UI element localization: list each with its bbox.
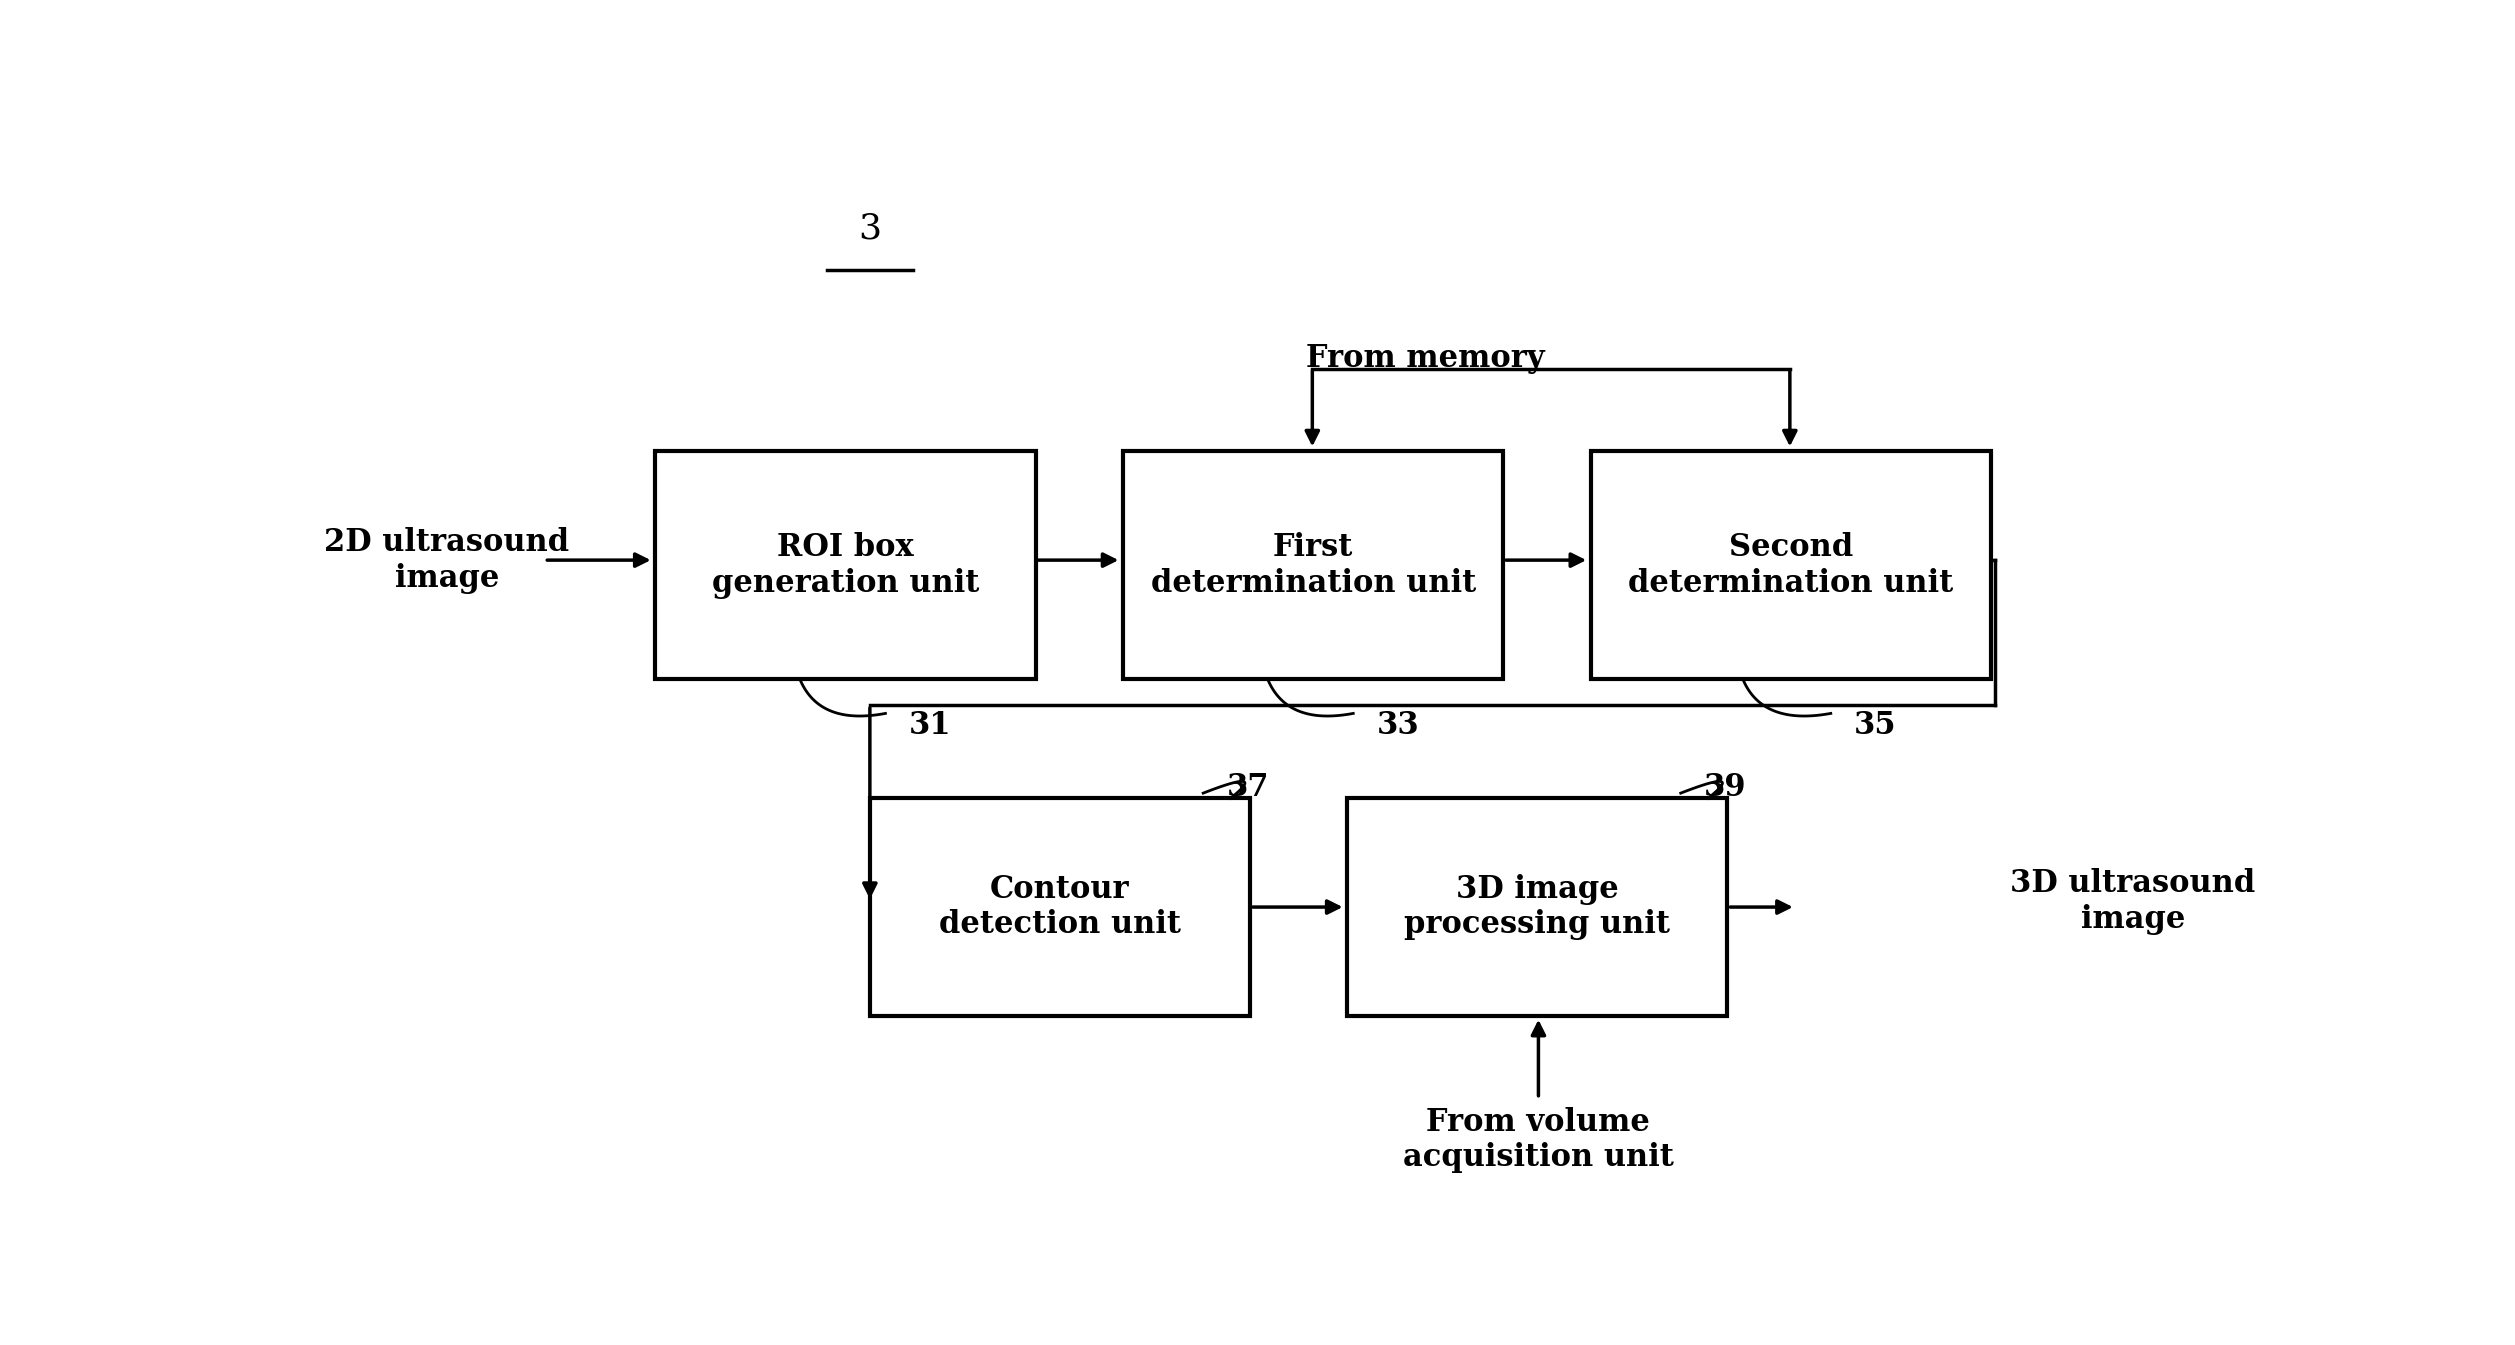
Text: 3D ultrasound
image: 3D ultrasound image — [2009, 869, 2256, 935]
Text: 2D ultrasound
image: 2D ultrasound image — [324, 527, 568, 593]
Text: 3: 3 — [858, 211, 880, 246]
Text: 35: 35 — [1854, 710, 1896, 741]
Text: First
determination unit: First determination unit — [1152, 531, 1476, 599]
Bar — [1348, 799, 1728, 1015]
Bar — [1124, 452, 1504, 679]
Text: 39: 39 — [1705, 772, 1745, 803]
Text: 31: 31 — [908, 710, 951, 741]
Bar — [656, 452, 1036, 679]
Text: 3D image
processing unit: 3D image processing unit — [1403, 874, 1670, 940]
Text: Second
determination unit: Second determination unit — [1627, 531, 1954, 599]
Text: 33: 33 — [1376, 710, 1418, 741]
Text: Contour
detection unit: Contour detection unit — [938, 874, 1182, 940]
Text: 37: 37 — [1227, 772, 1270, 803]
Bar — [1592, 452, 1992, 679]
Bar — [870, 799, 1250, 1015]
Text: From memory: From memory — [1305, 343, 1544, 374]
Text: From volume
acquisition unit: From volume acquisition unit — [1403, 1107, 1675, 1173]
Text: ROI box
generation unit: ROI box generation unit — [712, 531, 978, 599]
